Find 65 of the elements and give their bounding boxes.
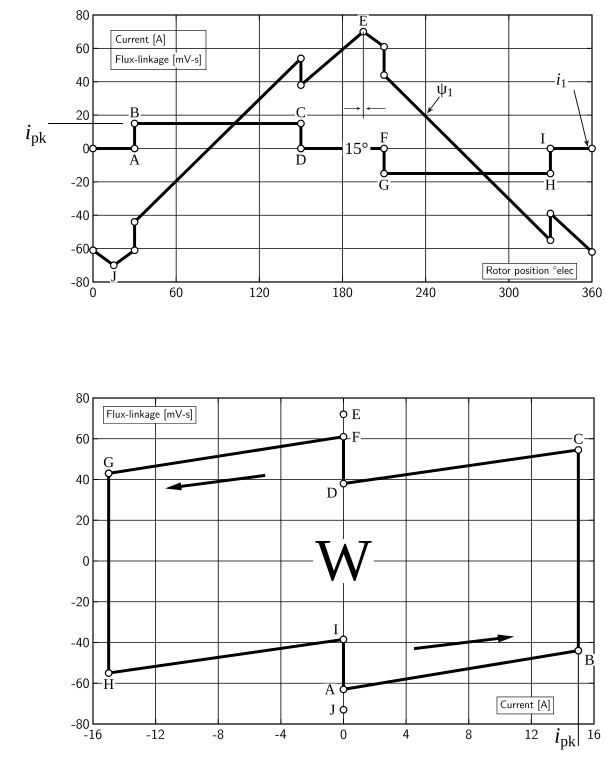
x-axis-title: Rotor position °elec — [486, 266, 574, 276]
annotation: 15° — [346, 142, 368, 154]
y-tick-label: -80 — [71, 719, 89, 729]
annotation: F — [352, 432, 360, 442]
x-tick-label: -16 — [84, 729, 102, 740]
x-tick-label: 360 — [582, 287, 602, 298]
x-tick-label: 300 — [499, 287, 518, 298]
legend-label: i$_{1}$ — [556, 73, 566, 88]
y-tick-label: 40 — [76, 474, 89, 484]
y-tick-label: 20 — [76, 110, 89, 120]
annotation: B — [130, 107, 139, 118]
annotation: D — [296, 154, 306, 164]
annotation: J — [111, 271, 116, 282]
x-tick-label: 12 — [526, 729, 538, 739]
annotation: F — [380, 132, 388, 142]
annotation: E — [352, 409, 360, 420]
x-tick-label: 0 — [340, 729, 346, 740]
annotation: W — [315, 540, 372, 582]
y-tick-label: -40 — [71, 638, 89, 648]
annotation: B — [584, 654, 594, 665]
annotation: C — [574, 434, 582, 444]
annotation: E — [359, 16, 368, 26]
y-tick-label: 80 — [76, 393, 89, 403]
x-tick-label: 180 — [333, 287, 352, 298]
y-tick-label: -60 — [71, 678, 89, 688]
annotation: D — [326, 488, 337, 498]
x-tick-label: -12 — [146, 729, 164, 739]
y-tick-label: 60 — [76, 434, 89, 444]
y-tick-label: 20 — [76, 515, 89, 526]
y-tick-label: -40 — [71, 210, 89, 220]
annotation: I — [540, 134, 545, 144]
series-label: ψ$_{1}$ — [436, 83, 452, 98]
y-axis-title: Flux-linkage [mV-s] — [107, 409, 192, 420]
annotation: G — [104, 457, 114, 468]
y-tick-label: 0 — [83, 556, 89, 566]
x-tick-label: 8 — [466, 729, 472, 740]
annotation: A — [324, 684, 336, 694]
annotation: A — [129, 154, 140, 165]
y-tick-label: 40 — [76, 76, 89, 87]
y-tick-label: 0 — [83, 144, 89, 154]
annotation: J — [330, 704, 336, 715]
x-tick-label: 240 — [416, 287, 436, 298]
x-tick-label: -8 — [212, 729, 224, 740]
annotation: G — [379, 180, 390, 190]
y-tick-label: -20 — [71, 177, 89, 187]
annotation: I — [334, 624, 338, 634]
annotation: Flux-linkage [mV-s] — [116, 54, 201, 66]
y-tick-label: 60 — [76, 44, 89, 54]
annotation: Current [A] — [116, 34, 165, 46]
annotation: H — [545, 180, 556, 190]
ref-line-label: i$_{pk}$ — [555, 728, 576, 750]
x-tick-label: 120 — [250, 287, 269, 298]
y-tick-label: -60 — [71, 244, 89, 254]
y-tick-label: 80 — [76, 10, 89, 20]
x-tick-label: 0 — [90, 287, 96, 298]
annotation: C — [296, 107, 306, 118]
x-tick-label: 4 — [403, 730, 410, 739]
x-tick-label: 60 — [170, 287, 182, 298]
y-tick-label: -20 — [71, 596, 89, 607]
x-axis-title: Current [A] — [500, 700, 550, 711]
y-tick-label: -80 — [71, 277, 89, 287]
ref-line-label: i$_{pk}$ — [26, 124, 46, 146]
annotation: H — [104, 679, 114, 690]
x-tick-label: -4 — [275, 730, 286, 739]
x-tick-label: 16 — [588, 729, 600, 740]
